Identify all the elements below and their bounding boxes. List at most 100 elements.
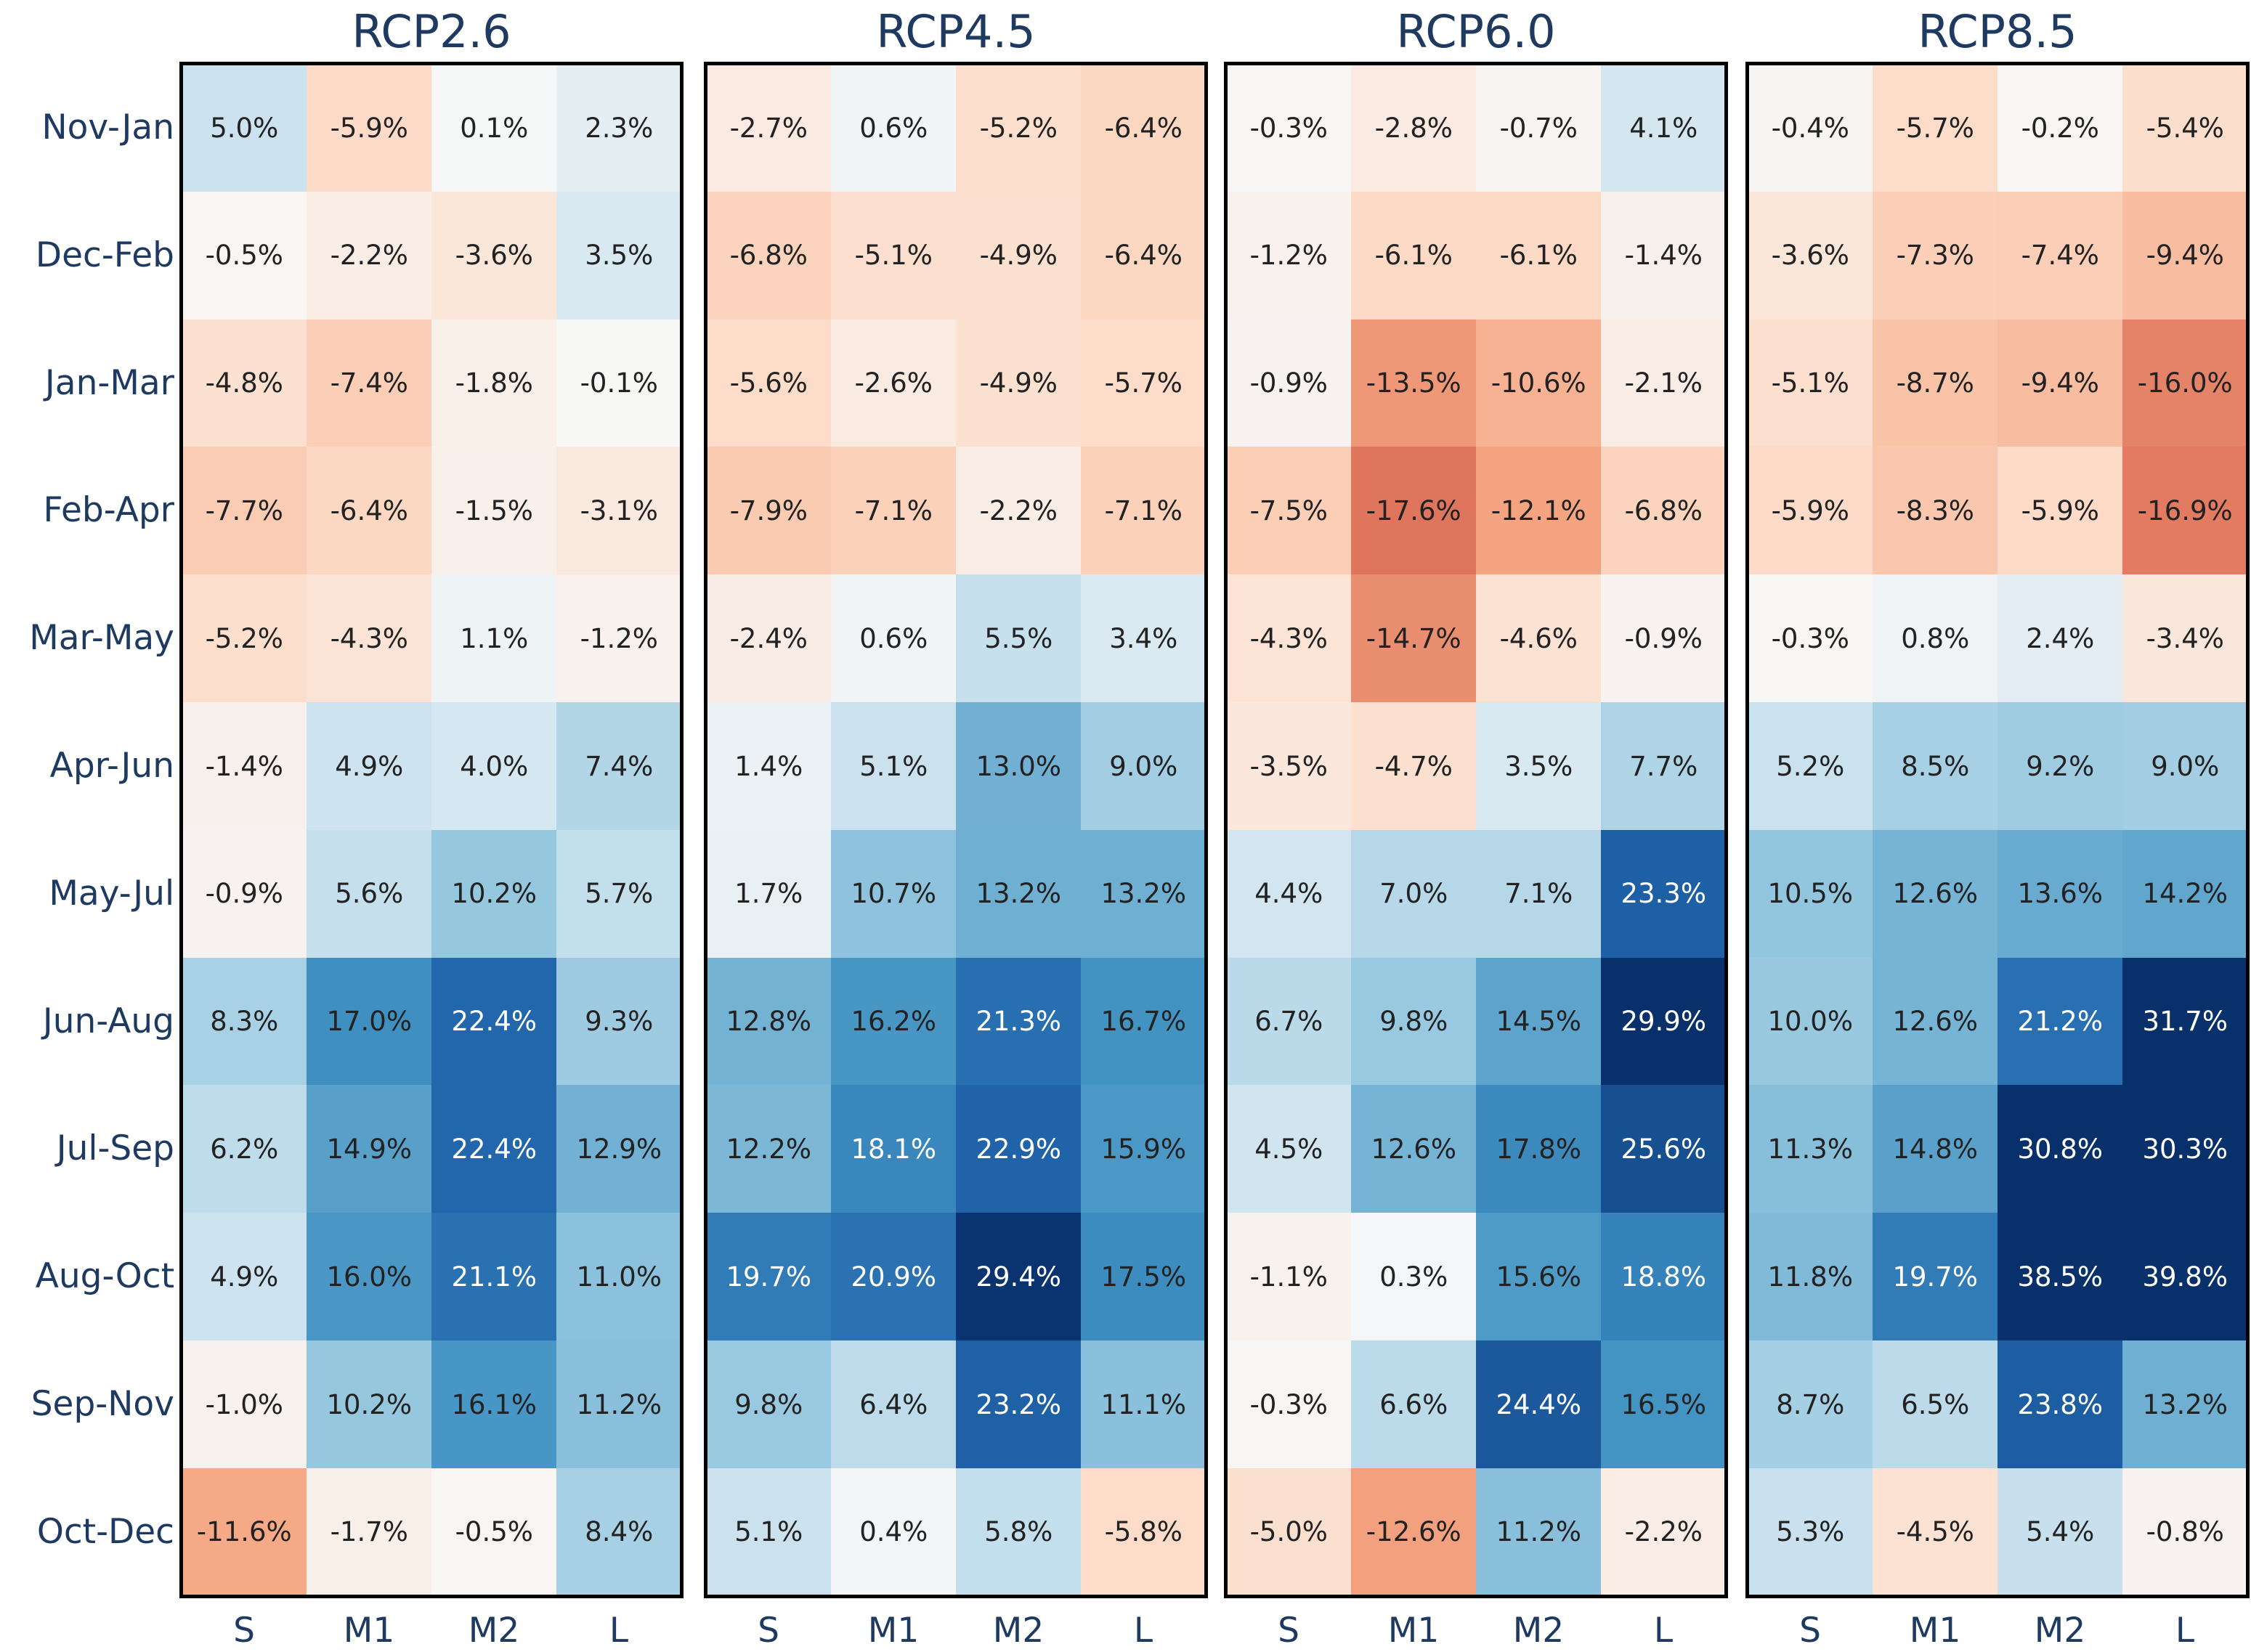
heatmap-cell: -2.2% bbox=[1601, 1468, 1727, 1597]
heatmap-cell: -6.4% bbox=[1081, 191, 1206, 320]
heatmap-cell: 21.3% bbox=[956, 957, 1082, 1086]
heatmap-cell: -2.1% bbox=[1601, 319, 1727, 447]
heatmap-cell: -0.4% bbox=[1748, 64, 1873, 192]
heatmap-cell: -4.9% bbox=[956, 191, 1082, 320]
heatmap-cell: -4.5% bbox=[1873, 1468, 1998, 1597]
heatmap-cell: 19.7% bbox=[1873, 1213, 1998, 1341]
column-label: S bbox=[233, 1611, 255, 1651]
heatmap-cell: 5.7% bbox=[556, 829, 682, 959]
heatmap-cell: -2.7% bbox=[706, 64, 832, 192]
heatmap-cell: -6.8% bbox=[706, 191, 832, 320]
heatmap-cell: -0.9% bbox=[182, 829, 307, 959]
heatmap-cell: -17.6% bbox=[1351, 447, 1477, 575]
heatmap-cell: 6.4% bbox=[831, 1340, 957, 1469]
heatmap-cell: -7.1% bbox=[831, 447, 957, 575]
column-label: S bbox=[758, 1611, 779, 1651]
heatmap-cell: 16.1% bbox=[431, 1340, 557, 1469]
heatmap-cell: -0.1% bbox=[556, 319, 682, 447]
heatmap-cell: 14.2% bbox=[2122, 829, 2248, 959]
heatmap-cell: -1.5% bbox=[431, 447, 557, 575]
heatmap-cell: 9.0% bbox=[2122, 702, 2248, 831]
heatmap-cell: 6.6% bbox=[1351, 1340, 1477, 1469]
heatmap-cell: -9.4% bbox=[1997, 319, 2123, 447]
heatmap-cell: -2.4% bbox=[706, 574, 832, 703]
heatmap-cell: 5.1% bbox=[706, 1468, 832, 1597]
heatmap-cell: 7.4% bbox=[556, 702, 682, 831]
heatmap-cell: 19.7% bbox=[706, 1213, 832, 1341]
heatmap-cell: 5.2% bbox=[1748, 702, 1873, 831]
heatmap-cell: 16.2% bbox=[831, 957, 957, 1086]
heatmap-cell: 22.4% bbox=[431, 1085, 557, 1213]
heatmap-cell: 18.8% bbox=[1601, 1213, 1727, 1341]
heatmap-cell: 12.8% bbox=[706, 957, 832, 1086]
heatmap-cell: -4.9% bbox=[956, 319, 1082, 447]
column-label: M2 bbox=[1512, 1611, 1565, 1651]
heatmap-cell: 39.8% bbox=[2122, 1213, 2248, 1341]
heatmap-cell: 15.9% bbox=[1081, 1085, 1206, 1213]
panel-title: RCP2.6 bbox=[352, 5, 511, 58]
heatmap-cell: 3.5% bbox=[556, 191, 682, 320]
heatmap-cell: 21.1% bbox=[431, 1213, 557, 1341]
heatmap-cell: 9.8% bbox=[706, 1340, 832, 1469]
column-label: S bbox=[1278, 1611, 1299, 1651]
heatmap-cell: -16.9% bbox=[2122, 447, 2248, 575]
row-label: Jan-Mar bbox=[44, 362, 174, 403]
heatmap-cell: -0.3% bbox=[1226, 64, 1352, 192]
heatmap-cell: -6.1% bbox=[1351, 191, 1477, 320]
row-label: Nov-Jan bbox=[41, 107, 175, 147]
row-label: Jun-Aug bbox=[42, 1001, 174, 1041]
heatmap-cell: 17.0% bbox=[307, 957, 432, 1086]
heatmap-cell: 18.1% bbox=[831, 1085, 957, 1213]
column-label: M2 bbox=[992, 1611, 1045, 1651]
column-label: M2 bbox=[468, 1611, 520, 1651]
heatmap-cell: -3.6% bbox=[431, 191, 557, 320]
heatmap-cell: -5.1% bbox=[831, 191, 957, 320]
heatmap-cell: -3.1% bbox=[556, 447, 682, 575]
heatmap-cell: 16.0% bbox=[307, 1213, 432, 1341]
heatmap-cell: 0.6% bbox=[831, 64, 957, 192]
heatmap-cell: 23.2% bbox=[956, 1340, 1082, 1469]
heatmap-cell: -5.8% bbox=[1081, 1468, 1206, 1597]
heatmap-cell: -1.2% bbox=[1226, 191, 1352, 320]
heatmap-cell: -6.4% bbox=[1081, 64, 1206, 192]
heatmap-cell: -12.1% bbox=[1476, 447, 1602, 575]
heatmap-cell: -1.4% bbox=[182, 702, 307, 831]
heatmap-cell: 5.3% bbox=[1748, 1468, 1873, 1597]
heatmap-cell: -9.4% bbox=[2122, 191, 2248, 320]
heatmap-cell: -3.6% bbox=[1748, 191, 1873, 320]
heatmap-cell: 20.9% bbox=[831, 1213, 957, 1341]
heatmap-cell: -5.6% bbox=[706, 319, 832, 447]
heatmap-cell: 6.7% bbox=[1226, 957, 1352, 1086]
heatmap-cell: -7.7% bbox=[182, 447, 307, 575]
heatmap-cell: -4.8% bbox=[182, 319, 307, 447]
heatmap-cell: -5.9% bbox=[1748, 447, 1873, 575]
row-label: Jul-Sep bbox=[56, 1128, 174, 1169]
heatmap-cell: 8.4% bbox=[556, 1468, 682, 1597]
heatmap-cell: 8.7% bbox=[1748, 1340, 1873, 1469]
heatmap-cell: -1.4% bbox=[1601, 191, 1727, 320]
heatmap-cell: 11.2% bbox=[1476, 1468, 1602, 1597]
heatmap-cell: 8.3% bbox=[182, 957, 307, 1086]
heatmap-cell: 16.7% bbox=[1081, 957, 1206, 1086]
heatmap-cell: 25.6% bbox=[1601, 1085, 1727, 1213]
heatmap-cell: 3.4% bbox=[1081, 574, 1206, 703]
heatmap-cell: 29.9% bbox=[1601, 957, 1727, 1086]
column-label: M1 bbox=[343, 1611, 395, 1651]
heatmap-cell: 4.5% bbox=[1226, 1085, 1352, 1213]
column-label: L bbox=[1133, 1611, 1153, 1651]
heatmap-cell: -2.2% bbox=[307, 191, 432, 320]
heatmap-cell: -7.9% bbox=[706, 447, 832, 575]
heatmap-cell: -7.3% bbox=[1873, 191, 1998, 320]
heatmap-cell: 2.3% bbox=[556, 64, 682, 192]
heatmap-cell: 23.3% bbox=[1601, 829, 1727, 959]
heatmap-cell: 0.4% bbox=[831, 1468, 957, 1597]
heatmap-cell: -0.9% bbox=[1226, 319, 1352, 447]
heatmap-cell: -5.7% bbox=[1081, 319, 1206, 447]
heatmap-cell: 22.4% bbox=[431, 957, 557, 1086]
heatmap-cell: 12.2% bbox=[706, 1085, 832, 1213]
heatmap-cell: -2.2% bbox=[956, 447, 1082, 575]
heatmap-cell: 4.4% bbox=[1226, 829, 1352, 959]
heatmap-cell: 5.6% bbox=[307, 829, 432, 959]
heatmap-cell: 9.3% bbox=[556, 957, 682, 1086]
heatmap-cell: -5.0% bbox=[1226, 1468, 1352, 1597]
